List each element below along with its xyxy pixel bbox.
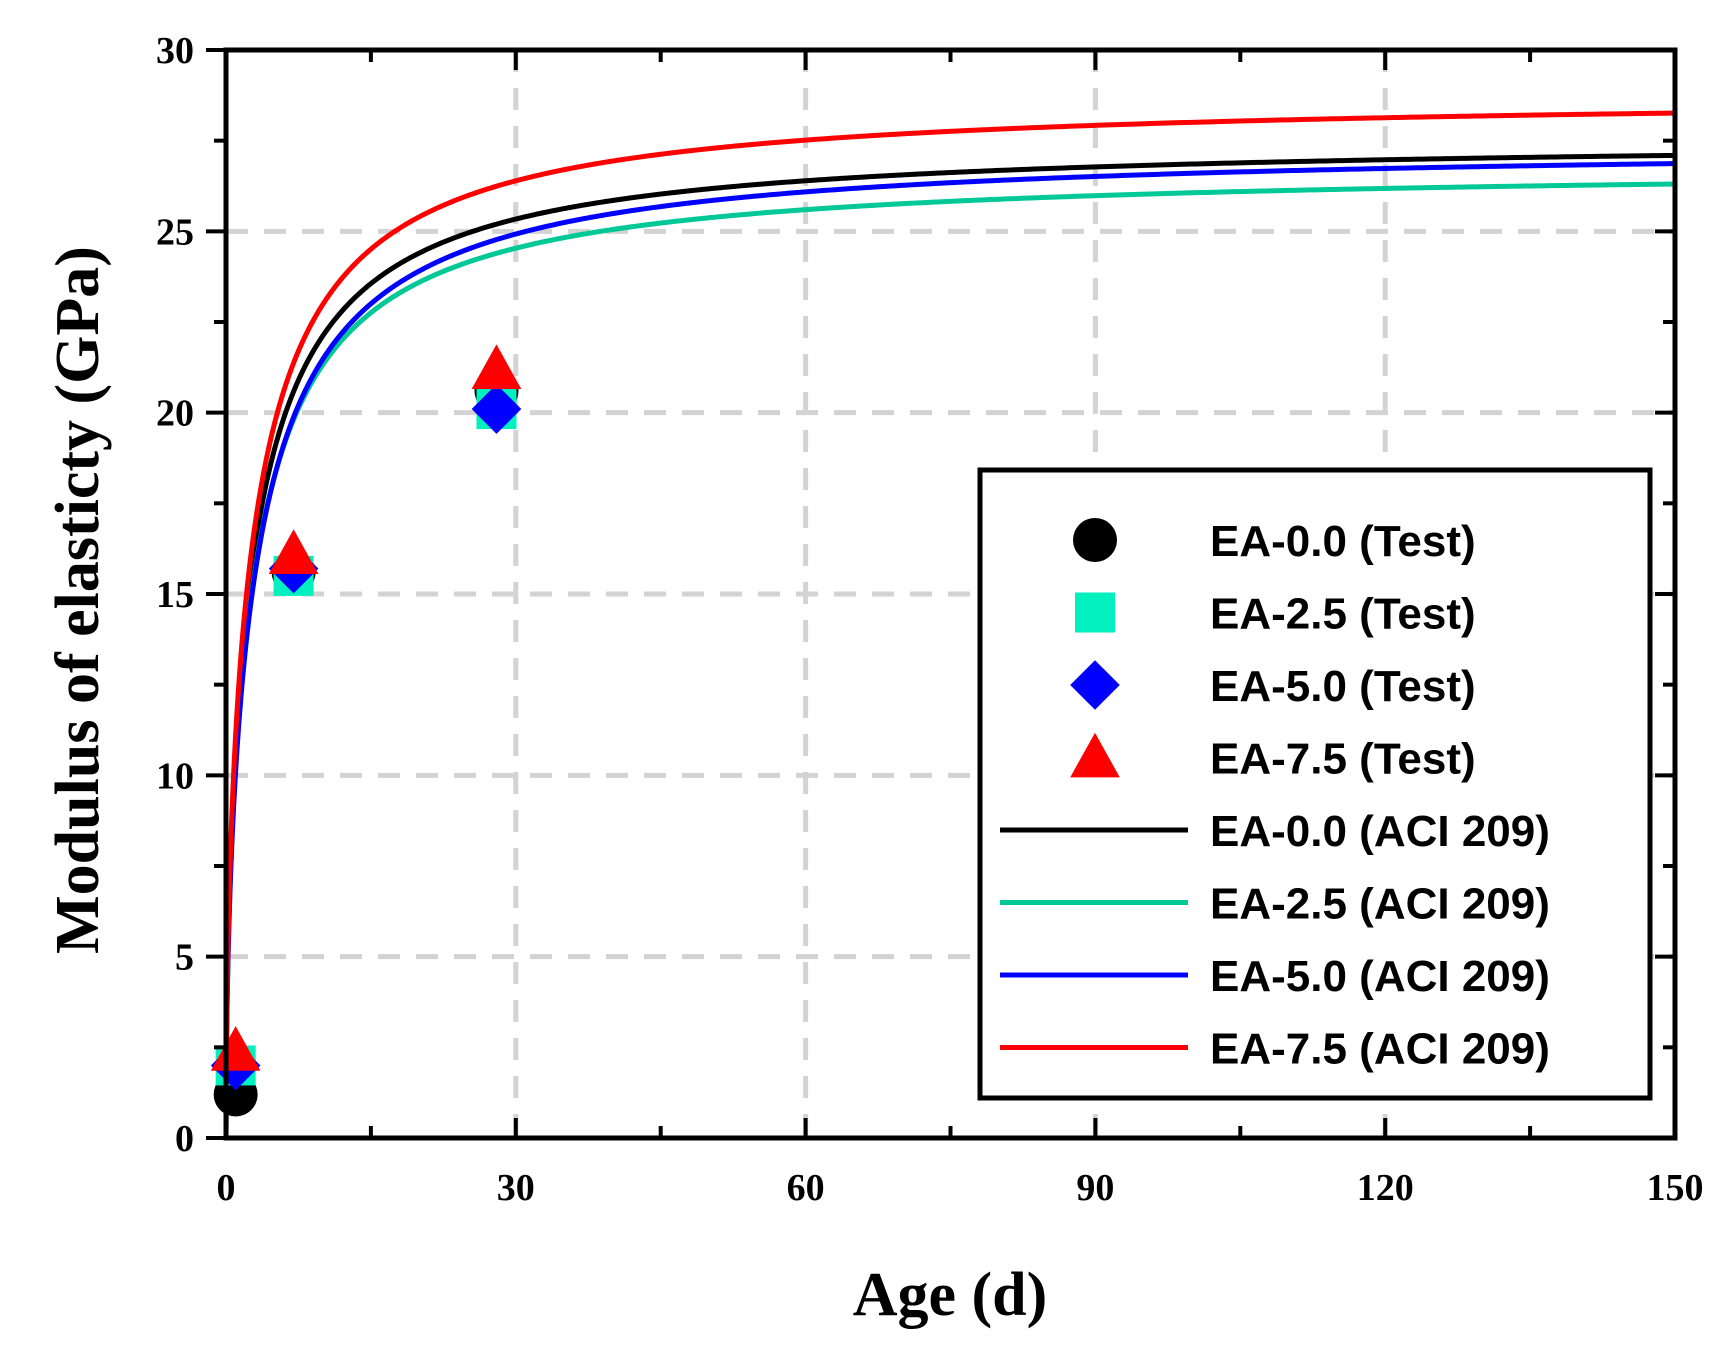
legend-label: EA-5.0 (ACI 209) xyxy=(1210,952,1550,1001)
marker-triangle xyxy=(1070,732,1120,778)
test-markers xyxy=(210,344,522,1117)
x-tick-label: 0 xyxy=(217,1167,236,1209)
y-tick-label: 0 xyxy=(175,1118,194,1160)
model-curves xyxy=(223,110,1676,1139)
marker-diamond xyxy=(1070,660,1120,710)
marker-diamond xyxy=(471,384,522,434)
x-tick-label: 90 xyxy=(1076,1167,1114,1209)
legend-label: EA-0.0 (ACI 209) xyxy=(1210,807,1550,856)
marker-triangle xyxy=(471,344,522,389)
legend: EA-0.0 (Test) EA-2.5 (Test) EA-5.0 (Test) E… xyxy=(977,467,1653,1101)
y-tick-label: 15 xyxy=(156,574,194,616)
axes xyxy=(206,47,1678,1141)
x-tick-label: 60 xyxy=(787,1167,825,1209)
tick-labels: 0 30 60 90 120 150 0 5 10 15 20 25 30 xyxy=(156,30,1704,1209)
y-tick-label: 25 xyxy=(156,211,194,253)
legend-box xyxy=(977,467,1653,1101)
y-tick-label: 20 xyxy=(156,393,194,435)
x-tick-label: 120 xyxy=(1357,1167,1414,1209)
legend-label: EA-2.5 (Test) xyxy=(1210,590,1476,639)
y-tick-label: 30 xyxy=(156,30,194,72)
legend-label: EA-5.0 (Test) xyxy=(1210,662,1476,711)
marker-circle xyxy=(1073,518,1117,562)
y-tick-label: 5 xyxy=(175,937,194,979)
model-line xyxy=(223,110,1676,1139)
marker-square xyxy=(1075,592,1115,633)
y-axis-title: Modulus of elasticty (GPa) xyxy=(44,246,112,954)
x-tick-label: 150 xyxy=(1647,1167,1704,1209)
x-tick-label: 30 xyxy=(497,1167,535,1209)
y-tick-label: 10 xyxy=(156,755,194,797)
x-axis-title: Age (d) xyxy=(853,1261,1048,1329)
model-line xyxy=(223,152,1676,1139)
marker-triangle xyxy=(268,529,319,574)
legend-label: EA-0.0 (Test) xyxy=(1210,517,1476,566)
model-line xyxy=(223,161,1676,1139)
legend-label: EA-7.5 (ACI 209) xyxy=(1210,1025,1550,1074)
legend-label: EA-2.5 (ACI 209) xyxy=(1210,880,1550,929)
marker-triangle xyxy=(210,1026,261,1071)
legend-label: EA-7.5 (Test) xyxy=(1210,735,1476,784)
